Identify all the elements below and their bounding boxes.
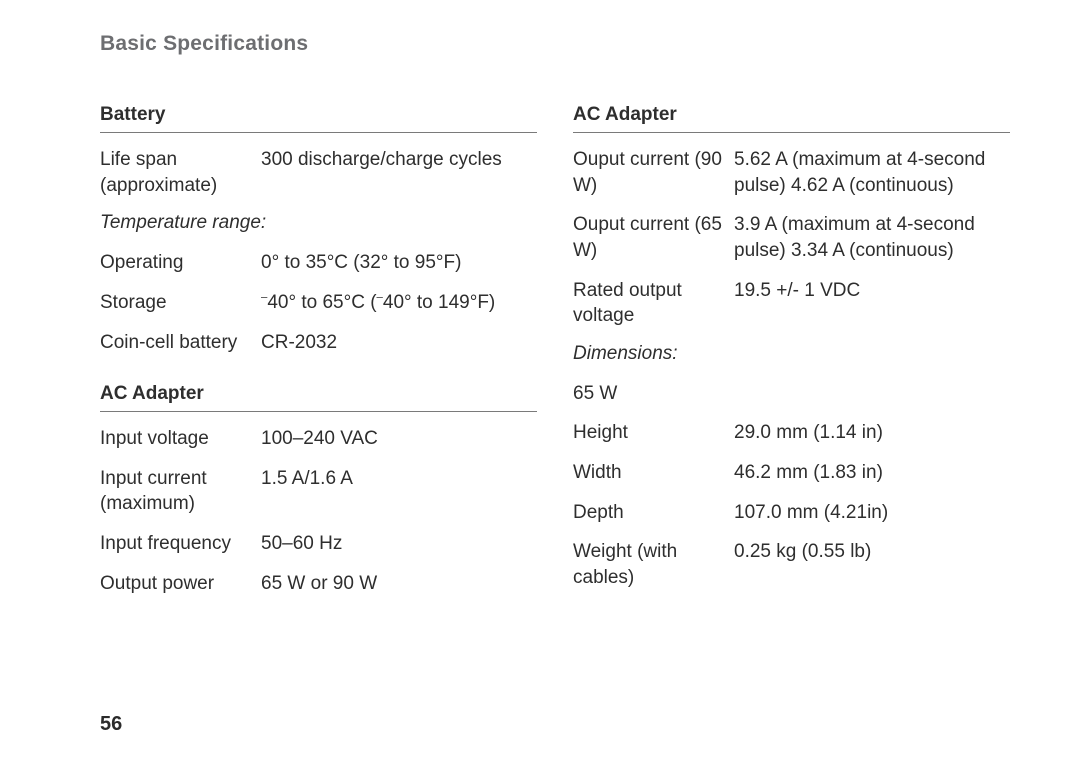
spec-label: Height xyxy=(573,420,734,446)
spec-value: 50–60 Hz xyxy=(261,531,537,557)
left-column: Battery Life span (approximate) 300 disc… xyxy=(100,98,537,610)
spec-value: 0° to 35°C (32° to 95°F) xyxy=(261,250,537,276)
spec-label: Output power xyxy=(100,571,261,597)
spec-label: 65 W xyxy=(573,381,734,407)
spec-row-input-current: Input current (maximum) 1.5 A/1.6 A xyxy=(100,466,537,517)
battery-heading: Battery xyxy=(100,104,537,133)
spec-row-output-power: Output power 65 W or 90 W xyxy=(100,571,537,597)
spec-value: 65 W or 90 W xyxy=(261,571,537,597)
spec-row-width: Width 46.2 mm (1.83 in) xyxy=(573,460,1010,486)
spec-value: 46.2 mm (1.83 in) xyxy=(734,460,1010,486)
spec-row-life-span: Life span (approximate) 300 discharge/ch… xyxy=(100,147,537,198)
spec-label: Storage xyxy=(100,290,261,316)
spec-value: 0.25 kg (0.55 lb) xyxy=(734,539,1010,565)
spec-label: Input current (maximum) xyxy=(100,466,261,517)
spec-label: Input voltage xyxy=(100,426,261,452)
page-title: Basic Specifications xyxy=(100,32,1010,56)
spec-label: Rated output voltage xyxy=(573,278,734,329)
storage-post: 40° to 149°F) xyxy=(383,292,495,313)
storage-mid: 40° to 65°C ( xyxy=(267,292,376,313)
spec-row-input-frequency: Input frequency 50–60 Hz xyxy=(100,531,537,557)
dimensions-heading: Dimensions: xyxy=(573,343,1010,365)
spec-row-height: Height 29.0 mm (1.14 in) xyxy=(573,420,1010,446)
spec-value: 300 discharge/charge cycles xyxy=(261,147,537,173)
spec-value: 100–240 VAC xyxy=(261,426,537,452)
spec-value: 1.5 A/1.6 A xyxy=(261,466,537,492)
spec-label: Coin-cell battery xyxy=(100,330,261,356)
spec-row-output-current-65: Ouput current (65 W) 3.9 A (maximum at 4… xyxy=(573,212,1010,263)
spec-row-depth: Depth 107.0 mm (4.21in) xyxy=(573,500,1010,526)
spec-label: Ouput current (90 W) xyxy=(573,147,734,198)
spec-value: 3.9 A (maximum at 4-second pulse) 3.34 A… xyxy=(734,212,1010,263)
page-number: 56 xyxy=(100,713,122,736)
ac-adapter-heading-left: AC Adapter xyxy=(100,383,537,412)
spec-label: Weight (with cables) xyxy=(573,539,734,590)
spec-label: Width xyxy=(573,460,734,486)
spec-value: 29.0 mm (1.14 in) xyxy=(734,420,1010,446)
temp-range-heading: Temperature range: xyxy=(100,212,537,234)
spec-label: Ouput current (65 W) xyxy=(573,212,734,263)
spec-row-operating: Operating 0° to 35°C (32° to 95°F) xyxy=(100,250,537,276)
spec-value: 5.62 A (maximum at 4-second pulse) 4.62 … xyxy=(734,147,1010,198)
spec-value: –40° to 65°C (–40° to 149°F) xyxy=(261,290,537,316)
right-column: AC Adapter Ouput current (90 W) 5.62 A (… xyxy=(573,98,1010,610)
spec-label: Input frequency xyxy=(100,531,261,557)
page: Basic Specifications Battery Life span (… xyxy=(0,0,1080,766)
spec-label: Life span (approximate) xyxy=(100,147,261,198)
spec-row-storage: Storage –40° to 65°C (–40° to 149°F) xyxy=(100,290,537,316)
spec-row-output-current-90: Ouput current (90 W) 5.62 A (maximum at … xyxy=(573,147,1010,198)
columns: Battery Life span (approximate) 300 disc… xyxy=(100,98,1010,610)
spec-value: 19.5 +/- 1 VDC xyxy=(734,278,1010,304)
spec-label: Operating xyxy=(100,250,261,276)
spec-row-weight: Weight (with cables) 0.25 kg (0.55 lb) xyxy=(573,539,1010,590)
dimensions-subhead-65w: 65 W xyxy=(573,381,1010,407)
spec-value: 107.0 mm (4.21in) xyxy=(734,500,1010,526)
spec-row-rated-output-voltage: Rated output voltage 19.5 +/- 1 VDC xyxy=(573,278,1010,329)
spec-row-coin-cell: Coin-cell battery CR-2032 xyxy=(100,330,537,356)
ac-adapter-heading-right: AC Adapter xyxy=(573,104,1010,133)
spec-value: CR-2032 xyxy=(261,330,537,356)
spec-row-input-voltage: Input voltage 100–240 VAC xyxy=(100,426,537,452)
spec-label: Depth xyxy=(573,500,734,526)
